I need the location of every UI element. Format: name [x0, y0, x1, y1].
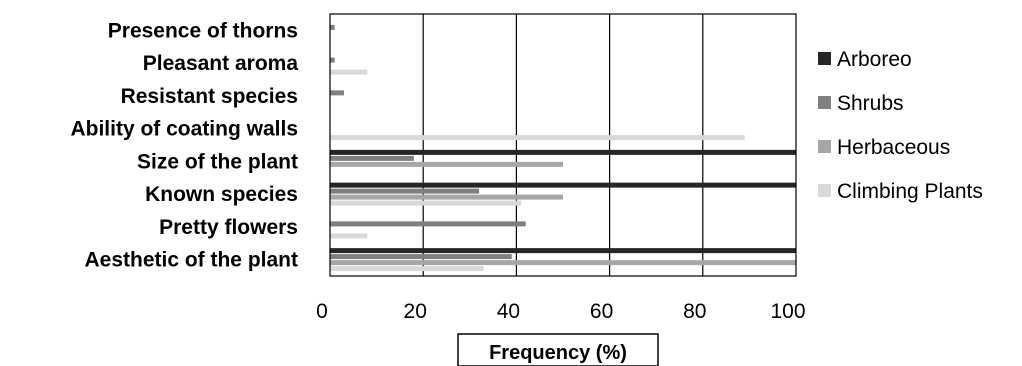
x-tick-labels: 0 20 40 60 80 100 [316, 300, 805, 323]
legend-swatch [818, 184, 831, 197]
bar-7-2 [330, 260, 796, 266]
bar-5-1 [330, 188, 480, 194]
bar-3-3 [330, 135, 745, 141]
x-tick-label: 60 [590, 300, 613, 323]
category-label: Resistant species [121, 85, 298, 108]
legend-label: Arboreo [837, 48, 912, 71]
bar-1-3 [330, 69, 368, 75]
bar-1-1 [330, 57, 335, 63]
legend-label: Shrubs [837, 92, 904, 115]
bar-4-0 [330, 149, 796, 155]
bar-6-3 [330, 233, 368, 239]
legend-swatch [818, 52, 831, 65]
category-label: Pleasant aroma [143, 52, 299, 75]
legend: Arboreo Shrubs Herbaceous Climbing Plants [818, 48, 983, 203]
category-label: Presence of thorns [108, 19, 298, 42]
legend-swatch [818, 96, 831, 109]
bar-7-3 [330, 266, 484, 272]
category-label: Size of the plant [137, 150, 298, 173]
plot-area-border [329, 13, 797, 277]
bar-5-3 [330, 200, 522, 206]
category-labels: Presence of thorns Pleasant aroma Resistan… [70, 19, 298, 271]
category-label: Pretty flowers [159, 216, 298, 239]
bar-0-1 [330, 24, 335, 30]
bar-5-2 [330, 194, 563, 200]
bar-5-0 [330, 182, 796, 188]
bar-4-1 [330, 155, 414, 161]
legend-label: Herbaceous [837, 136, 950, 159]
category-label: Known species [145, 183, 298, 206]
grid-lines [422, 14, 704, 276]
legend-label: Climbing Plants [837, 180, 983, 203]
category-label: Aesthetic of the plant [84, 249, 298, 272]
x-axis-title-frame [457, 333, 659, 366]
x-tick-label: 80 [683, 300, 706, 323]
bar-7-0 [330, 248, 796, 254]
x-tick-label: 20 [404, 300, 427, 323]
x-tick-label: 40 [497, 300, 520, 323]
bar-7-1 [330, 254, 512, 260]
x-axis-title-box: Frequency (%) [457, 333, 659, 366]
bar-2-1 [330, 90, 344, 96]
bar-4-2 [330, 161, 563, 167]
bars [330, 24, 796, 272]
x-tick-label: 100 [770, 300, 805, 323]
category-label: Ability of coating walls [70, 118, 298, 141]
x-axis-title: Frequency (%) [489, 342, 627, 364]
bar-6-1 [330, 221, 526, 227]
legend-swatch [818, 140, 831, 153]
x-tick-label: 0 [316, 300, 328, 323]
